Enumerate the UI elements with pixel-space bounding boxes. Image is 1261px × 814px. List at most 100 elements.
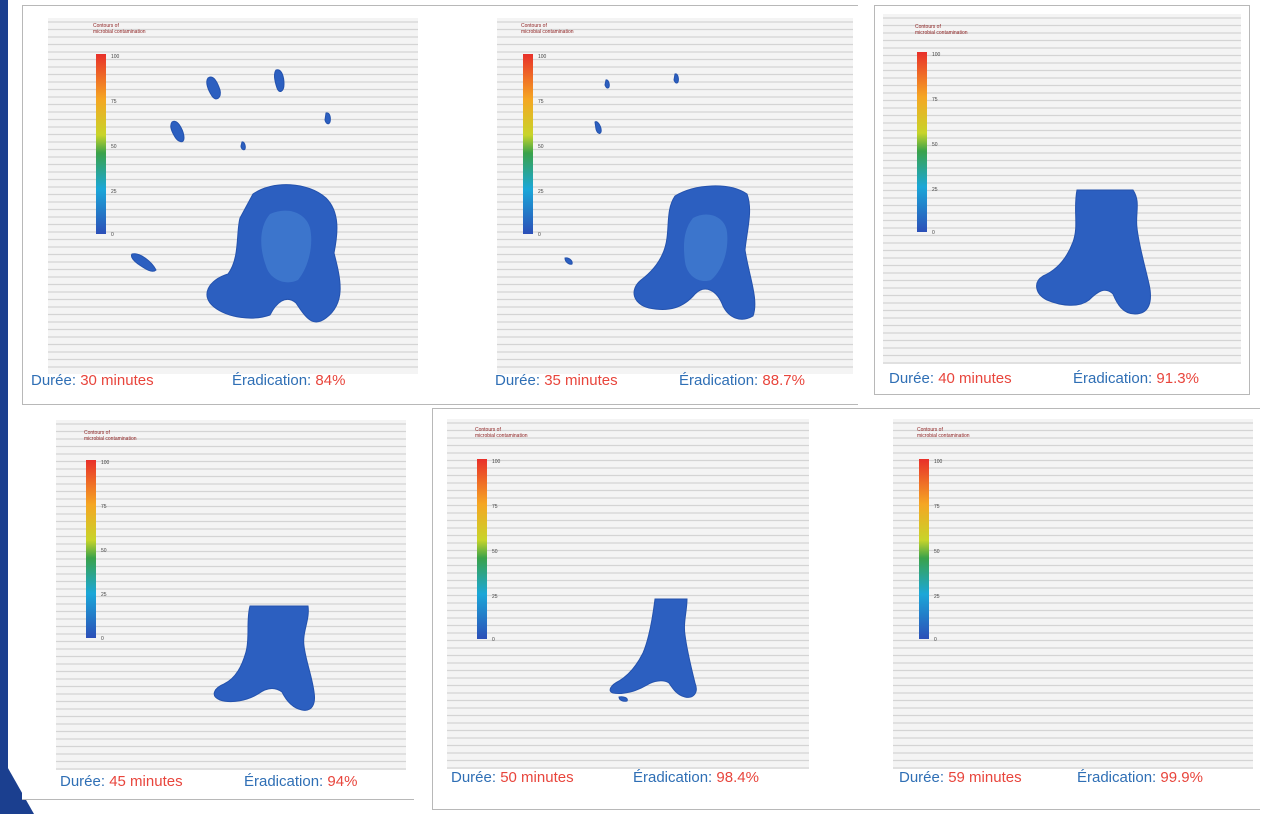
heatmap-plot-4: Contours of microbial contamination 100 … [56, 420, 406, 770]
contamination-spot [240, 141, 246, 151]
legend-title-line-1: Contours of [917, 427, 943, 433]
heatmap-svg-5: Contours of microbial contamination 100 … [447, 419, 809, 769]
contamination-spot [594, 121, 602, 134]
duration-label: Durée: [60, 773, 106, 790]
eradication-label: Éradication: [1077, 769, 1157, 786]
duration-label: Durée: [899, 769, 945, 786]
color-legend: Contours of microbial contamination 100 … [917, 427, 970, 643]
duration-value: 35 minutes [544, 372, 618, 389]
legend-tick: 100 [538, 54, 547, 60]
legend-title-line-2: microbial contamination [521, 29, 574, 35]
color-legend: Contours of microbial contamination 100 … [84, 430, 137, 642]
contamination-spot [206, 76, 221, 100]
heatmap-plot-5: Contours of microbial contamination 100 … [447, 419, 809, 769]
legend-tick: 75 [934, 504, 940, 510]
plot-background [893, 419, 1253, 769]
caption-eradication-5: Éradication: 98.4% [633, 769, 759, 786]
legend-tick: 100 [111, 54, 120, 60]
heatmap-plot-2: Contours of microbial contamination 100 … [497, 18, 853, 374]
panel-30-min: Contours of microbial contamination 100 … [22, 5, 858, 405]
contamination-blob-main-core [261, 210, 312, 283]
eradication-value: 99.9% [1160, 769, 1203, 786]
legend-title-line-1: Contours of [84, 430, 110, 436]
caption-duration-4: Durée: 45 minutes [60, 773, 183, 790]
eradication-value: 84% [315, 372, 346, 389]
colorbar [917, 52, 927, 232]
legend-tick: 25 [111, 189, 117, 195]
heatmap-svg-1: Contours of microbial contamination 100 … [48, 18, 418, 374]
legend-tick: 50 [111, 144, 117, 150]
side-accent-bar [0, 0, 8, 814]
color-legend: Contours of microbial contamination 100 … [915, 24, 968, 236]
colorbar [86, 460, 96, 638]
panel-50-min: Contours of microbial contamination 100 … [432, 408, 1260, 810]
legend-tick: 0 [492, 637, 495, 643]
legend-tick: 0 [538, 232, 541, 238]
contamination-spot [673, 73, 679, 84]
legend-tick: 50 [932, 142, 938, 148]
stripe-pattern [56, 423, 406, 770]
plot-background [883, 14, 1241, 364]
eradication-label: Éradication: [679, 372, 759, 389]
colorbar [96, 54, 106, 234]
legend-tick: 0 [111, 232, 114, 238]
legend-tick: 50 [538, 144, 544, 150]
duration-value: 59 minutes [948, 769, 1022, 786]
stripe-pattern [893, 422, 1253, 769]
legend-title-line-2: microbial contamination [917, 433, 970, 439]
legend-title-line-2: microbial contamination [475, 433, 528, 439]
heatmap-svg-4: Contours of microbial contamination 100 … [56, 420, 406, 770]
legend-tick: 50 [101, 548, 107, 554]
duration-value: 30 minutes [80, 372, 154, 389]
legend-tick: 0 [934, 637, 937, 643]
contamination-region [131, 69, 341, 323]
legend-tick: 50 [492, 549, 498, 555]
stripe-pattern [497, 21, 853, 368]
contamination-region [609, 598, 697, 702]
contamination-blob-main [609, 598, 697, 698]
legend-tick: 25 [934, 594, 940, 600]
legend-tick: 100 [492, 459, 501, 465]
caption-eradication-2: Éradication: 88.7% [679, 372, 805, 389]
eradication-label: Éradication: [1073, 370, 1153, 387]
duration-label: Durée: [889, 370, 935, 387]
caption-eradication-3: Éradication: 91.3% [1073, 370, 1199, 387]
stripe-pattern [48, 21, 418, 368]
colorbar [477, 459, 487, 639]
legend-title-line-2: microbial contamination [915, 30, 968, 36]
heatmap-plot-3: Contours of microbial contamination 100 … [883, 14, 1241, 364]
legend-tick: 25 [492, 594, 498, 600]
caption-duration-6: Durée: 59 minutes [899, 769, 1022, 786]
eradication-label: Éradication: [244, 773, 324, 790]
legend-tick: 75 [492, 504, 498, 510]
legend-tick: 75 [932, 97, 938, 103]
legend-tick: 100 [934, 459, 943, 465]
legend-tick: 75 [101, 504, 107, 510]
legend-tick: 100 [932, 52, 941, 58]
eradication-value: 91.3% [1156, 370, 1199, 387]
heatmap-svg-6: Contours of microbial contamination 100 … [893, 419, 1253, 769]
color-legend: Contours of microbial contamination 100 … [93, 23, 146, 238]
stripe-pattern [447, 422, 809, 769]
legend-tick: 0 [101, 636, 104, 642]
legend-title-line-2: microbial contamination [93, 29, 146, 35]
colorbar [523, 54, 533, 234]
legend-title-line-1: Contours of [521, 23, 547, 29]
contamination-spot [131, 253, 157, 272]
duration-value: 40 minutes [938, 370, 1012, 387]
contamination-blob-main [1036, 189, 1151, 315]
contamination-region [564, 73, 756, 320]
caption-eradication-1: Éradication: 84% [232, 372, 345, 389]
color-legend: Contours of microbial contamination 100 … [475, 427, 528, 643]
contamination-blob-main [213, 605, 315, 711]
legend-title-line-1: Contours of [93, 23, 119, 29]
eradication-value: 94% [327, 773, 358, 790]
contamination-spot [618, 696, 628, 702]
caption-eradication-6: Éradication: 99.9% [1077, 769, 1203, 786]
legend-tick: 25 [932, 187, 938, 193]
heatmap-svg-3: Contours of microbial contamination 100 … [883, 14, 1241, 364]
eradication-value: 88.7% [762, 372, 805, 389]
legend-tick: 25 [101, 592, 107, 598]
duration-label: Durée: [495, 372, 541, 389]
color-legend: Contours of microbial contamination 100 … [521, 23, 574, 238]
